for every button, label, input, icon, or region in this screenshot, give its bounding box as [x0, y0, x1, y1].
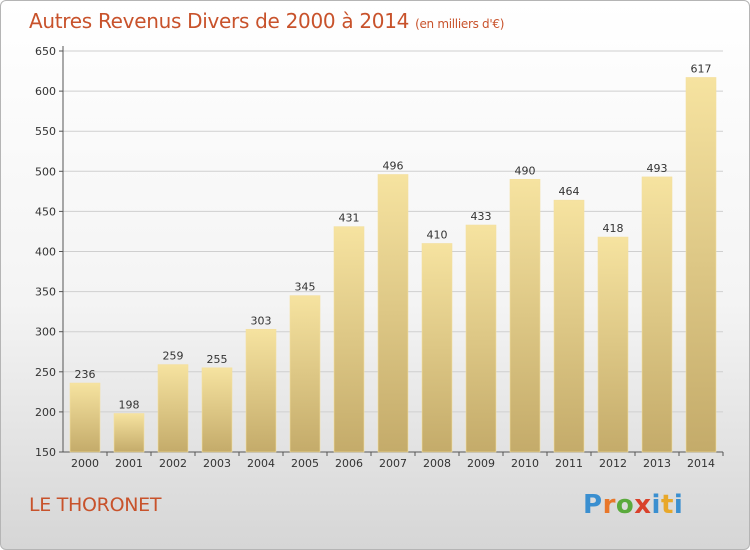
value-label-2013: 493 — [647, 162, 668, 175]
value-label-2011: 464 — [559, 185, 580, 198]
logo-letter: x — [634, 490, 652, 520]
y-tick-label: 200 — [35, 406, 56, 419]
chart-unit: (en milliers d'€) — [415, 17, 505, 31]
value-label-2000: 236 — [75, 368, 96, 381]
proxiti-logo: Proxiti — [583, 490, 683, 520]
x-tick-label-2013: 2013 — [643, 457, 671, 470]
x-tick-label-2001: 2001 — [115, 457, 143, 470]
bar-2013 — [641, 176, 673, 453]
y-tick-label: 300 — [35, 326, 56, 339]
x-tick-label-2009: 2009 — [467, 457, 495, 470]
value-label-2002: 259 — [163, 350, 184, 363]
logo-letter: r — [602, 490, 616, 520]
bar-2000 — [69, 382, 101, 453]
y-tick-label: 400 — [35, 246, 56, 259]
place-name: LE THORONET — [29, 494, 162, 516]
bar-2012 — [597, 236, 629, 453]
bar-2001 — [113, 413, 145, 453]
bar-2008 — [421, 243, 453, 453]
logo-letter: P — [583, 490, 603, 520]
logo-letter: i — [651, 490, 661, 520]
x-tick-label-2012: 2012 — [599, 457, 627, 470]
value-label-2012: 418 — [603, 222, 624, 235]
x-tick-label-2003: 2003 — [203, 457, 231, 470]
bar-2004 — [245, 328, 277, 453]
bar-2009 — [465, 224, 497, 453]
chart-title: Autres Revenus Divers de 2000 à 2014 (en … — [29, 9, 504, 33]
value-label-2007: 496 — [383, 160, 404, 173]
y-tick-label: 550 — [35, 125, 56, 138]
logo-letter: o — [615, 490, 635, 520]
value-label-2001: 198 — [119, 399, 140, 412]
x-tick-label-2008: 2008 — [423, 457, 451, 470]
value-label-2008: 410 — [427, 228, 448, 241]
y-tick-label: 450 — [35, 205, 56, 218]
bar-2010 — [509, 179, 541, 453]
labels: 236 2000 198 2001 259 2002 255 2003 303 2004 345 20… — [71, 62, 715, 470]
x-tick-label-2014: 2014 — [687, 457, 715, 470]
value-label-2010: 490 — [515, 164, 536, 177]
bar-2007 — [377, 174, 409, 453]
bars — [69, 77, 717, 453]
y-tick-label: 650 — [35, 45, 56, 58]
x-tick-label-2004: 2004 — [247, 457, 275, 470]
value-label-2005: 345 — [295, 281, 316, 294]
value-label-2009: 433 — [471, 210, 492, 223]
bar-2002 — [157, 364, 189, 453]
value-label-2004: 303 — [251, 314, 272, 327]
x-tick-label-2007: 2007 — [379, 457, 407, 470]
y-tick-label: 500 — [35, 165, 56, 178]
x-tick-label-2000: 2000 — [71, 457, 99, 470]
logo-letter: i — [673, 490, 684, 520]
x-tick-label-2006: 2006 — [335, 457, 363, 470]
value-label-2006: 431 — [339, 212, 360, 225]
x-tick-label-2005: 2005 — [291, 457, 319, 470]
bar-2011 — [553, 199, 585, 453]
x-tick-label-2011: 2011 — [555, 457, 583, 470]
value-label-2014: 617 — [691, 62, 712, 75]
y-tick-label: 150 — [35, 446, 56, 459]
y-tick-label: 350 — [35, 286, 56, 299]
x-tick-label-2002: 2002 — [159, 457, 187, 470]
x-tick-label-2010: 2010 — [511, 457, 539, 470]
value-label-2003: 255 — [207, 353, 228, 366]
bar-2006 — [333, 226, 365, 453]
y-tick-label: 250 — [35, 366, 56, 379]
bar-2014 — [685, 77, 717, 453]
chart-title-text: Autres Revenus Divers de 2000 à 2014 — [29, 9, 410, 33]
y-tick-label: 600 — [35, 85, 56, 98]
logo-letter: t — [660, 490, 674, 520]
bar-2005 — [289, 295, 321, 453]
bar-2003 — [201, 367, 233, 453]
